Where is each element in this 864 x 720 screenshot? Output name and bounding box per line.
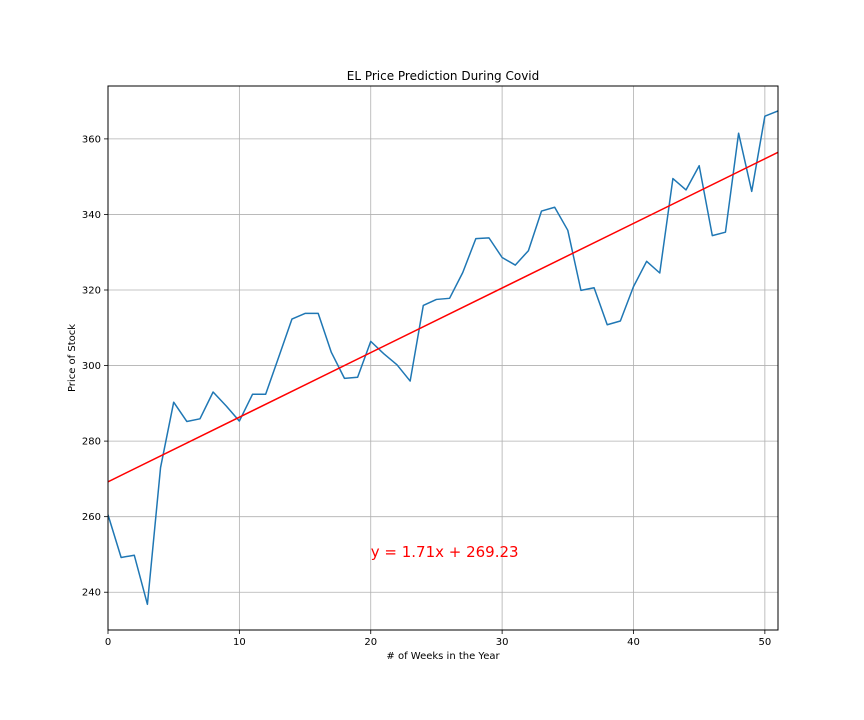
y-tick-label: 340 xyxy=(82,210,101,221)
trend-line xyxy=(108,151,778,483)
y-tick-label: 300 xyxy=(82,361,101,372)
x-tick-label: 20 xyxy=(364,637,377,648)
x-tick-label: 40 xyxy=(627,637,640,648)
y-tick-label: 280 xyxy=(82,437,101,448)
y-axis-label: Price of Stock xyxy=(67,324,78,392)
x-tick-label: 0 xyxy=(105,637,111,648)
x-tick-label: 50 xyxy=(758,637,771,648)
chart-title: EL Price Prediction During Covid xyxy=(347,69,540,83)
y-tick-label: 320 xyxy=(82,286,101,297)
x-tick-label: 30 xyxy=(496,637,509,648)
x-axis-ticks: 0 10 20 30 40 50 xyxy=(105,630,771,648)
grid xyxy=(107,86,778,630)
x-axis-label: # of Weeks in the Year xyxy=(386,651,500,662)
y-axis-ticks: 240 260 280 300 320 340 360 xyxy=(82,134,108,599)
y-tick-label: 240 xyxy=(82,588,101,599)
price-line xyxy=(108,110,778,606)
y-tick-label: 360 xyxy=(82,134,101,145)
plot-frame xyxy=(107,85,779,631)
y-tick-label: 260 xyxy=(82,512,101,523)
series-group xyxy=(108,110,778,606)
x-tick-label: 10 xyxy=(233,637,246,648)
regression-equation: y = 1.71x + 269.23 xyxy=(371,543,519,561)
